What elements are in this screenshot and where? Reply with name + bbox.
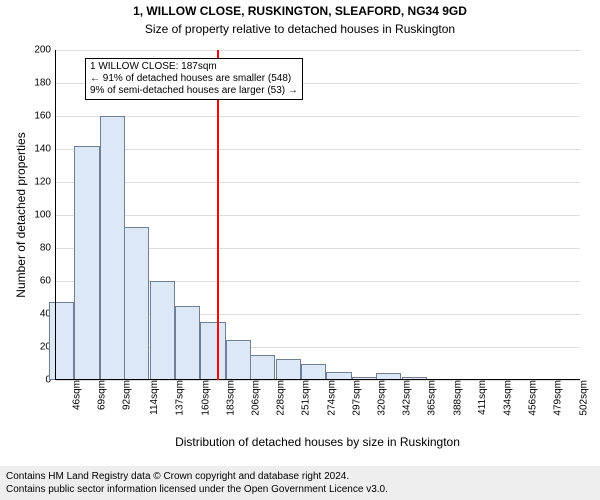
histogram-bar: [250, 355, 275, 380]
gridline: [55, 380, 580, 381]
x-tick: 46sqm: [71, 380, 82, 410]
x-tick: 137sqm: [174, 380, 185, 416]
y-tick: 60: [40, 276, 55, 287]
x-tick: 251sqm: [300, 380, 311, 416]
chart-subtitle: Size of property relative to detached ho…: [0, 22, 600, 36]
x-tick: 274sqm: [326, 380, 337, 416]
histogram-bar: [226, 340, 251, 380]
x-tick: 160sqm: [200, 380, 211, 416]
y-tick: 120: [34, 177, 55, 188]
x-tick: 388sqm: [452, 380, 463, 416]
x-tick: 411sqm: [477, 380, 488, 415]
gridline: [55, 50, 580, 51]
x-tick: 92sqm: [122, 380, 133, 410]
y-tick: 200: [34, 45, 55, 56]
histogram-bar: [100, 116, 125, 380]
gridline: [55, 182, 580, 183]
histogram-bar: [124, 227, 149, 380]
gridline: [55, 149, 580, 150]
x-tick: 69sqm: [97, 380, 108, 410]
x-tick: 228sqm: [275, 380, 286, 416]
gridline: [55, 116, 580, 117]
x-tick: 342sqm: [401, 380, 412, 416]
histogram-bar: [150, 281, 175, 380]
y-tick: 140: [34, 144, 55, 155]
x-axis-label: Distribution of detached houses by size …: [55, 435, 580, 449]
y-tick: 160: [34, 111, 55, 122]
annotation-line: 9% of semi-detached houses are larger (5…: [90, 85, 298, 97]
x-tick: 320sqm: [377, 380, 388, 416]
x-tick: 365sqm: [426, 380, 437, 416]
annotation-box: 1 WILLOW CLOSE: 187sqm← 91% of detached …: [85, 58, 303, 100]
x-tick: 502sqm: [578, 380, 589, 416]
y-tick: 180: [34, 78, 55, 89]
histogram-bar: [175, 306, 200, 380]
y-axis-label: Number of detached properties: [14, 50, 28, 380]
histogram-bar: [301, 364, 326, 381]
y-tick: 80: [40, 243, 55, 254]
chart-title: 1, WILLOW CLOSE, RUSKINGTON, SLEAFORD, N…: [0, 4, 600, 18]
x-tick: 114sqm: [149, 380, 160, 415]
histogram-bar: [49, 302, 74, 380]
x-tick: 479sqm: [552, 380, 563, 416]
footer-line-2: Contains public sector information licen…: [6, 483, 594, 496]
x-tick: 183sqm: [225, 380, 236, 416]
x-tick: 456sqm: [527, 380, 538, 416]
histogram-bar: [276, 359, 301, 380]
histogram-bar: [74, 146, 99, 380]
histogram-bar: [200, 322, 225, 380]
y-tick: 100: [34, 210, 55, 221]
annotation-line: 1 WILLOW CLOSE: 187sqm: [90, 61, 298, 73]
y-axis: [55, 50, 56, 380]
x-axis: [55, 379, 580, 380]
x-tick: 434sqm: [503, 380, 514, 416]
x-tick: 206sqm: [251, 380, 262, 416]
x-tick: 297sqm: [351, 380, 362, 416]
plot-area: 02040608010012014016018020046sqm69sqm92s…: [55, 50, 580, 380]
gridline: [55, 215, 580, 216]
footer-attribution: Contains HM Land Registry data © Crown c…: [0, 466, 600, 500]
footer-line-1: Contains HM Land Registry data © Crown c…: [6, 470, 594, 483]
annotation-line: ← 91% of detached houses are smaller (54…: [90, 73, 298, 85]
